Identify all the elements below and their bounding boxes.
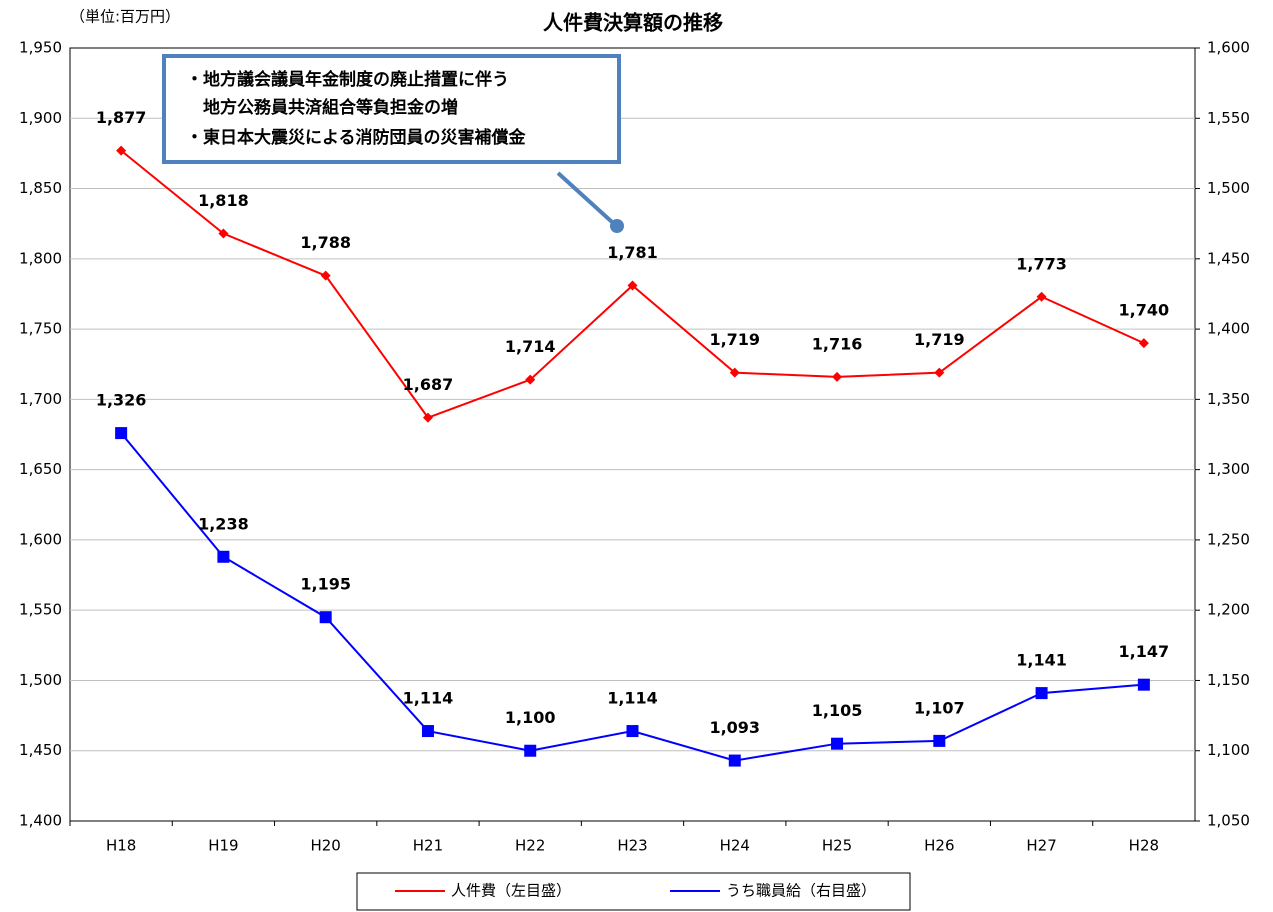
point: [218, 228, 229, 239]
y2-tick-label: 1,200: [1207, 601, 1250, 619]
annotation-line: ・地方議会議員年金制度の廃止措置に伴う: [186, 69, 509, 90]
annotation-line: ・東日本大震災による消防団員の災害補償金: [186, 127, 526, 148]
data-label: 1,687: [403, 375, 454, 394]
data-label: 1,100: [505, 708, 556, 727]
x-tick-label: H20: [310, 837, 340, 855]
y-tick-label: 1,450: [19, 741, 62, 759]
point: [320, 270, 331, 281]
point: [729, 367, 740, 378]
point: [115, 427, 128, 440]
data-label: 1,326: [96, 391, 147, 410]
x-tick-label: H24: [720, 837, 750, 855]
y2-tick-label: 1,550: [1207, 109, 1250, 127]
y2-tick-label: 1,500: [1207, 179, 1250, 197]
y2-tick-label: 1,450: [1207, 249, 1250, 267]
x-tick-label: H27: [1026, 837, 1056, 855]
y-tick-label: 1,750: [19, 320, 62, 338]
series-line: [120, 432, 1144, 762]
data-label: 1,714: [505, 337, 556, 356]
point: [1138, 338, 1149, 349]
x-tick-label: H18: [106, 837, 136, 855]
y-tick-label: 1,600: [19, 530, 62, 548]
x-tick-label: H28: [1129, 837, 1159, 855]
x-tick-label: H22: [515, 837, 545, 855]
data-label: 1,093: [709, 718, 760, 737]
point: [934, 367, 945, 378]
legend-label: 人件費（左目盛）: [451, 882, 571, 900]
x-tick-label: H23: [617, 837, 647, 855]
legend: [356, 872, 911, 911]
data-label: 1,877: [96, 108, 147, 127]
unit-label: （単位:百万円）: [70, 8, 180, 26]
y-tick-label: 1,400: [19, 812, 62, 830]
y2-tick-label: 1,250: [1207, 530, 1250, 548]
x-tick-label: H26: [924, 837, 954, 855]
data-label: 1,719: [709, 330, 760, 349]
y-tick-label: 1,950: [19, 39, 62, 57]
data-label: 1,141: [1016, 651, 1067, 670]
point: [421, 725, 434, 738]
y2-tick-label: 1,300: [1207, 460, 1250, 478]
y2-tick-label: 1,350: [1207, 390, 1250, 408]
y-tick-label: 1,650: [19, 460, 62, 478]
y2-tick-label: 1,150: [1207, 671, 1250, 689]
y-tick-label: 1,700: [19, 390, 62, 408]
point: [933, 734, 946, 747]
point: [832, 371, 843, 382]
point: [728, 754, 741, 767]
annotation-pointer: [556, 171, 614, 224]
point: [319, 611, 332, 624]
chart-title: 人件費決算額の推移: [543, 11, 723, 35]
data-label: 1,818: [198, 191, 249, 210]
y2-tick-label: 1,100: [1207, 741, 1250, 759]
annotation-box: [162, 54, 621, 164]
data-label: 1,719: [914, 330, 965, 349]
legend-label: うち職員給（右目盛）: [726, 882, 876, 900]
y2-tick-label: 1,600: [1207, 39, 1250, 57]
x-tick-label: H19: [208, 837, 238, 855]
y-tick-label: 1,800: [19, 249, 62, 267]
y-tick-label: 1,500: [19, 671, 62, 689]
y2-tick-label: 1,400: [1207, 320, 1250, 338]
plot-area: [69, 47, 1196, 822]
point: [1036, 291, 1047, 302]
point: [1035, 687, 1048, 700]
data-label: 1,107: [914, 698, 965, 717]
data-label: 1,740: [1119, 301, 1170, 320]
point: [627, 280, 638, 291]
x-tick-label: H21: [413, 837, 443, 855]
point: [831, 737, 844, 750]
data-label: 1,195: [300, 575, 351, 594]
point: [525, 374, 536, 385]
point: [217, 550, 230, 563]
point: [116, 145, 127, 156]
y2-tick-label: 1,050: [1207, 812, 1250, 830]
y-tick-label: 1,850: [19, 179, 62, 197]
x-tick-label: H25: [822, 837, 852, 855]
point: [626, 725, 639, 738]
data-label: 1,788: [300, 233, 351, 252]
data-label: 1,781: [607, 243, 658, 262]
point: [524, 744, 537, 757]
annotation-line: 地方公務員共済組合等負担金の増: [186, 97, 458, 118]
data-label: 1,114: [403, 689, 454, 708]
data-label: 1,238: [198, 514, 249, 533]
data-label: 1,114: [607, 689, 658, 708]
point: [1137, 678, 1150, 691]
annotation-dot: [610, 219, 624, 233]
y-tick-label: 1,900: [19, 109, 62, 127]
point: [422, 412, 433, 423]
y-tick-label: 1,550: [19, 601, 62, 619]
data-label: 1,716: [812, 334, 863, 353]
data-label: 1,147: [1119, 642, 1170, 661]
data-label: 1,105: [812, 701, 863, 720]
data-label: 1,773: [1016, 254, 1067, 273]
